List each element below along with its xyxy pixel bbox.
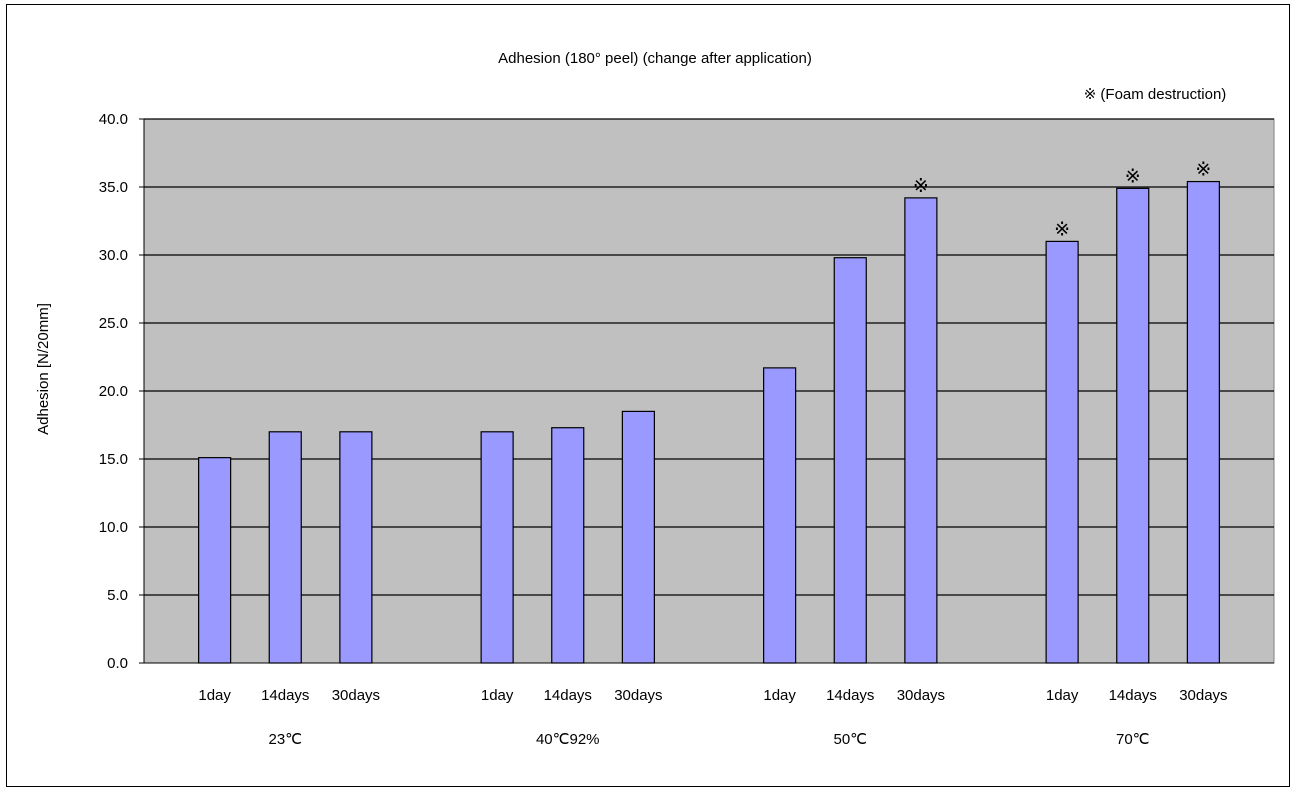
x-tick-label: 30days bbox=[1179, 687, 1227, 704]
bar bbox=[268, 431, 302, 664]
bar bbox=[763, 367, 797, 664]
x-axis-labels: 1day 14days 30days 23℃ 1day 14days 30days 40℃92… bbox=[198, 687, 1227, 748]
foam-destruction-mark: ※ bbox=[913, 176, 929, 197]
y-tick-label: 25.0 bbox=[99, 315, 128, 332]
y-tick-label: 0.0 bbox=[107, 655, 128, 672]
x-tick-label: 14days bbox=[1109, 687, 1157, 704]
x-tick-label: 1day bbox=[763, 687, 796, 704]
foam-destruction-mark: ※ bbox=[1054, 219, 1070, 240]
bar bbox=[339, 431, 373, 664]
group-label: 70℃ bbox=[1116, 731, 1150, 748]
x-tick-label: 1day bbox=[1046, 687, 1079, 704]
y-tick-label: 30.0 bbox=[99, 247, 128, 264]
bar bbox=[1116, 187, 1150, 664]
x-tick-label: 30days bbox=[614, 687, 662, 704]
group-label: 40℃92% bbox=[536, 731, 600, 748]
foam-destruction-mark: ※ bbox=[1195, 160, 1211, 181]
group-label: 50℃ bbox=[833, 731, 867, 748]
y-tick-label: 40.0 bbox=[99, 111, 128, 128]
x-tick-label: 1day bbox=[198, 687, 231, 704]
foam-destruction-note: ※ (Foam destruction) bbox=[1084, 86, 1227, 103]
bar bbox=[833, 257, 867, 664]
foam-destruction-mark: ※ bbox=[1125, 166, 1141, 187]
x-tick-label: 30days bbox=[897, 687, 945, 704]
bar bbox=[551, 427, 585, 664]
y-tick-label: 35.0 bbox=[99, 179, 128, 196]
plot-area bbox=[143, 118, 1275, 664]
bar bbox=[480, 431, 514, 664]
y-tick-label: 5.0 bbox=[107, 587, 128, 604]
group-label: 23℃ bbox=[268, 731, 302, 748]
bar bbox=[1186, 180, 1220, 664]
bar bbox=[198, 457, 232, 664]
y-axis-label: Adhesion [N/20mm] bbox=[35, 303, 52, 435]
x-tick-label: 1day bbox=[481, 687, 514, 704]
x-tick-label: 14days bbox=[826, 687, 874, 704]
bar bbox=[1045, 240, 1079, 664]
x-tick-label: 14days bbox=[261, 687, 309, 704]
y-tick-label: 20.0 bbox=[99, 383, 128, 400]
bars: ※ ※ ※ ※ bbox=[198, 160, 1220, 664]
bar bbox=[621, 410, 655, 664]
x-tick-label: 30days bbox=[332, 687, 380, 704]
x-tick-label: 14days bbox=[544, 687, 592, 704]
y-axis-ticks: 0.0 5.0 10.0 15.0 20.0 25.0 30.0 35.0 40.0 bbox=[99, 111, 1274, 672]
bar bbox=[904, 197, 938, 664]
y-tick-label: 15.0 bbox=[99, 451, 128, 468]
chart-title: Adhesion (180° peel) (change after appli… bbox=[498, 50, 812, 67]
y-tick-label: 10.0 bbox=[99, 519, 128, 536]
